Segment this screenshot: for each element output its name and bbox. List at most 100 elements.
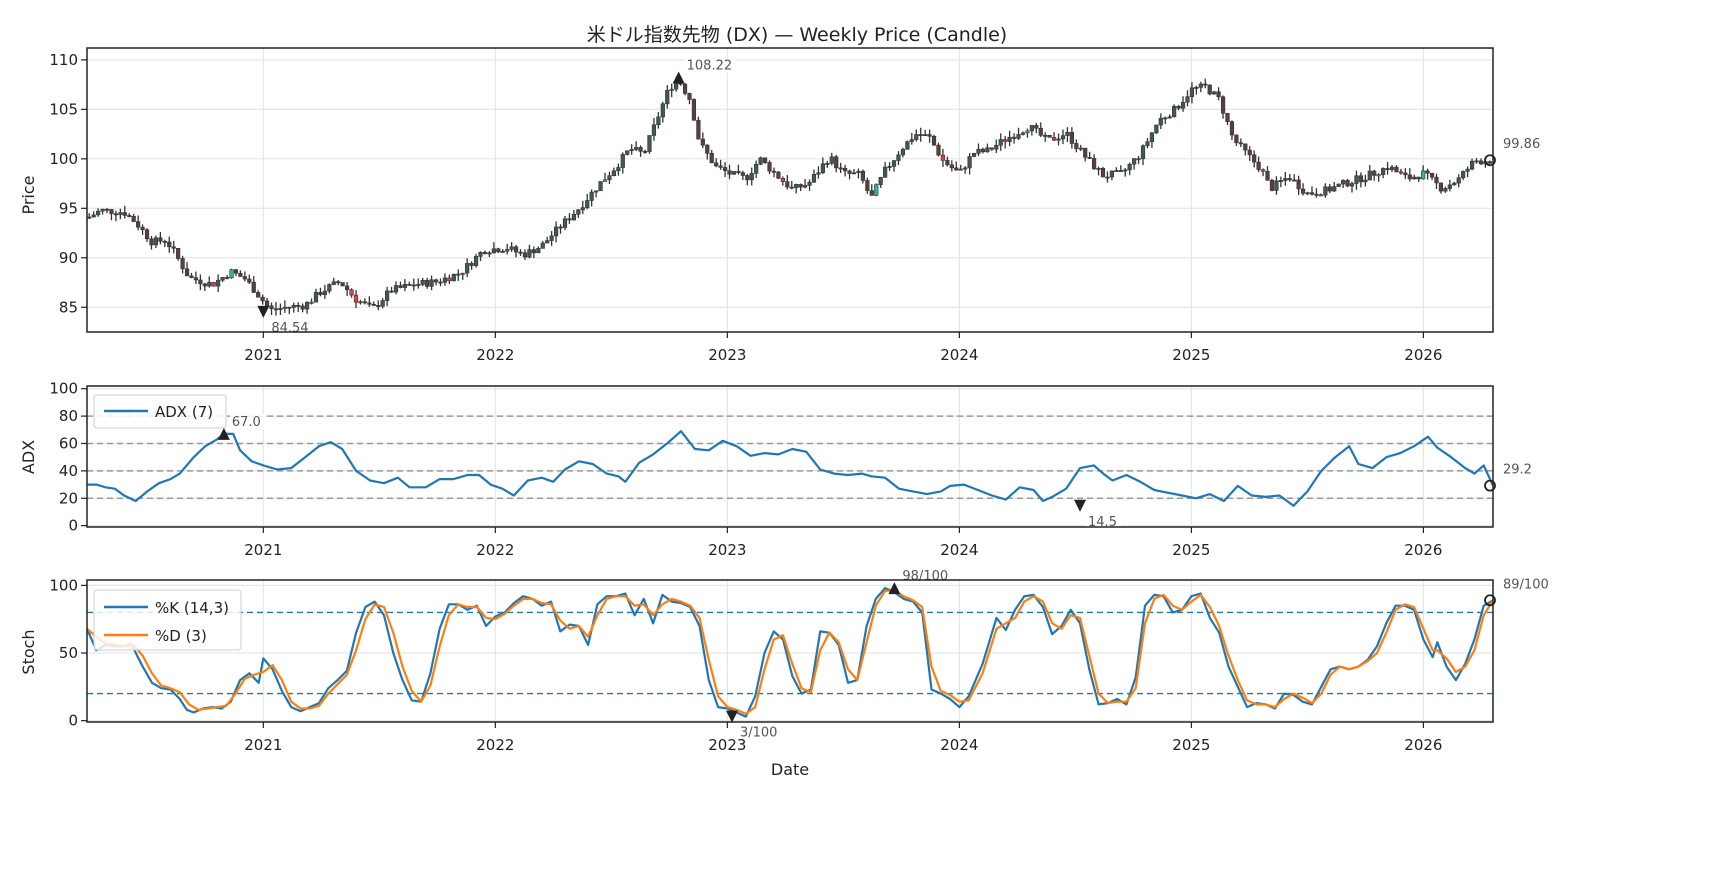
candle-body — [807, 181, 812, 186]
candle-body — [1412, 176, 1417, 180]
candle-body — [1154, 124, 1159, 134]
x-tick-label: 2021 — [244, 541, 282, 559]
candle-body — [1109, 170, 1114, 178]
candle-body — [963, 167, 968, 170]
candle-body — [1234, 134, 1239, 144]
candle-body — [1163, 117, 1168, 120]
candle-body — [269, 305, 274, 310]
candle-body — [611, 170, 616, 176]
candle-body — [651, 124, 657, 136]
max-marker-icon — [672, 71, 685, 84]
candle-body — [1105, 176, 1110, 179]
candle-body — [576, 209, 581, 215]
candle-body — [1047, 134, 1052, 138]
candle-body — [1065, 132, 1070, 136]
candle-body — [496, 248, 501, 253]
stoch-annotations: 98/100 3/100 89/100 — [725, 568, 1549, 741]
candle-body — [1145, 141, 1150, 147]
candle-body — [1176, 105, 1181, 109]
x-tick-label: 2021 — [244, 736, 282, 754]
price-candles — [87, 78, 1492, 316]
candle-body — [1096, 167, 1101, 170]
candle-body — [1020, 132, 1026, 135]
candle-body — [353, 294, 359, 303]
candle-body — [1358, 175, 1363, 183]
candle-body — [1274, 180, 1279, 191]
candle-body — [1252, 154, 1257, 163]
candle-body — [1092, 158, 1097, 170]
candle-body — [1389, 166, 1395, 170]
candle-body — [1323, 186, 1328, 196]
candle-body — [598, 181, 603, 192]
candle-body — [629, 149, 634, 152]
candle-body — [745, 175, 750, 181]
candle-body — [1487, 161, 1492, 164]
candle-body — [767, 162, 772, 172]
series-line-k — [85, 587, 1494, 718]
candle-body — [420, 280, 425, 285]
candle-body — [571, 214, 576, 221]
candle-body — [193, 277, 199, 281]
series-line-d — [86, 589, 1494, 715]
candle-body — [100, 208, 105, 212]
candle-body — [1283, 178, 1288, 181]
candle-body — [278, 308, 283, 310]
candle-body — [304, 302, 310, 310]
candle-body — [838, 167, 843, 170]
candle-body — [96, 210, 101, 216]
candle-body — [149, 238, 154, 246]
candle-body — [567, 218, 572, 221]
y-tick-label: 100 — [49, 576, 78, 594]
y-tick-label: 85 — [59, 298, 78, 316]
x-tick-label: 2021 — [244, 346, 282, 364]
candle-body — [1332, 186, 1337, 192]
candle-body — [1136, 158, 1141, 161]
candle-body — [722, 167, 728, 171]
candle-body — [740, 172, 745, 176]
candle-body — [118, 212, 123, 215]
x-axis-label: Date — [771, 760, 809, 779]
candle-body — [700, 138, 705, 146]
candle-body — [642, 151, 648, 153]
last-value-label: 89/100 — [1503, 577, 1549, 592]
adx-legend-box — [93, 394, 227, 429]
candle-body — [362, 301, 368, 304]
adx-legend: ADX (7) — [93, 394, 227, 429]
candle-body — [625, 150, 630, 155]
candle-body — [562, 218, 568, 228]
candle-body — [1083, 147, 1088, 158]
candle-body — [985, 147, 990, 153]
candle-body — [660, 103, 665, 118]
x-tick-label: 2023 — [708, 736, 746, 754]
candle-body — [340, 282, 345, 287]
candle-body — [1198, 83, 1203, 88]
candle-body — [1278, 180, 1283, 183]
candle-body — [958, 168, 963, 171]
candle-body — [380, 300, 385, 307]
candle-body — [634, 147, 639, 150]
candle-body — [1158, 117, 1163, 126]
candle-body — [905, 141, 910, 150]
candle-body — [331, 281, 336, 285]
candle-body — [273, 308, 279, 311]
candle-body — [1336, 183, 1341, 187]
candle-body — [260, 296, 265, 302]
candle-body — [1149, 132, 1155, 143]
candle-body — [211, 282, 216, 287]
candle-body — [669, 88, 674, 91]
x-tick-label: 2023 — [708, 541, 746, 559]
candle-body — [1421, 170, 1426, 180]
candle-body — [727, 170, 732, 175]
candle-body — [1029, 125, 1034, 132]
candle-body — [869, 190, 874, 196]
candle-body — [216, 279, 221, 287]
candle-body — [451, 273, 456, 282]
min-label-bg — [1086, 513, 1122, 529]
candle-body — [500, 251, 505, 253]
x-tick-label: 2026 — [1404, 541, 1442, 559]
candle-body — [1429, 172, 1435, 178]
candle-body — [927, 134, 932, 137]
candle-body — [180, 258, 185, 270]
